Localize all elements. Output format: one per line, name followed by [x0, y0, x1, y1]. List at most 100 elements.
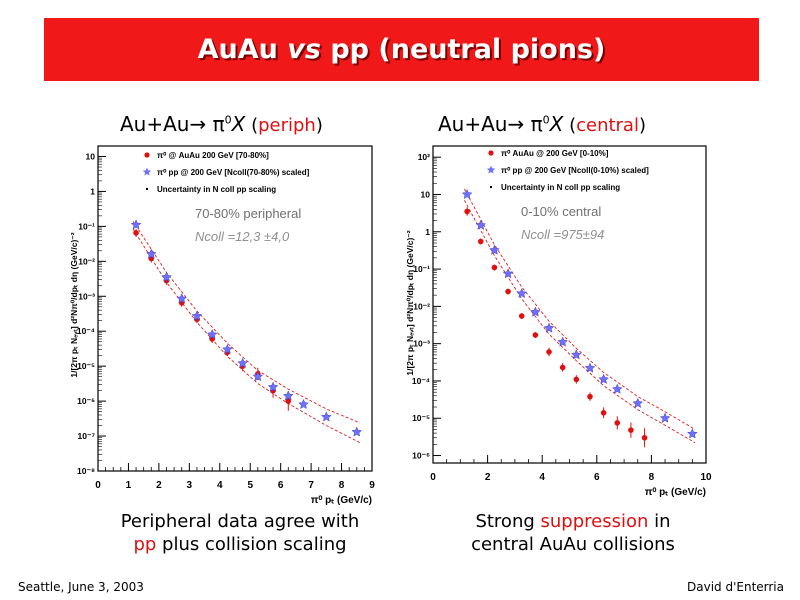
pp-data-point: [598, 373, 610, 385]
peripheral-spectrum-chart: 0 1 2 3 4 5 6 7 8 9 10⁻⁸ 10⁻⁷ 10⁻⁶ 10⁻⁵ 10⁻⁴ 10⁻³ 10⁻² 10…: [69, 145, 375, 505]
x-tick-label: 5: [247, 480, 253, 491]
auau-data-point: [573, 376, 580, 383]
auau-data-point: [518, 313, 525, 319]
x-tick-label: 6: [278, 480, 284, 491]
title-banner: AuAu vs pp (neutral pions): [44, 18, 759, 81]
y-tick-label: 10: [86, 151, 96, 161]
x-tick-label: 6: [594, 472, 600, 483]
auau-data-point: [559, 364, 566, 371]
x-tick-label: 2: [485, 472, 491, 483]
pp-data-point: [611, 383, 623, 394]
x-tick-label: 2: [156, 480, 162, 491]
footer-location-date: Seattle, June 3, 2003: [18, 580, 144, 594]
y-tick-label: 1: [90, 186, 95, 196]
pp-data-point: [659, 412, 671, 423]
legend-marker-pp: [486, 165, 496, 174]
band-lower-edge: [132, 228, 361, 444]
band-lower-edge: [464, 200, 696, 444]
legend-entry: Uncertainty in N coll pp scaling: [157, 185, 276, 194]
annotation-centrality: 0-10% central: [521, 204, 601, 219]
annotation-centrality: 70-80% peripheral: [195, 206, 301, 221]
y-tick-label: 10⁻³: [78, 291, 95, 301]
x-tick-label: 4: [217, 480, 223, 491]
x-tick-label: 3: [187, 480, 193, 491]
pp-data-point: [632, 397, 644, 409]
auau-data-point: [628, 427, 634, 433]
y-tick-label: 10⁻¹: [413, 264, 430, 274]
pp-data-point: [282, 390, 294, 401]
x-tick-label: 0: [95, 480, 101, 491]
legend-entry: π⁰ pp @ 200 GeV [Ncoll(0-10%) scaled]: [501, 166, 649, 175]
pp-data-point: [529, 306, 541, 317]
x-tick-label: 8: [649, 472, 655, 483]
x-tick-label: 7: [308, 480, 314, 491]
y-tick-label: 10⁻⁵: [412, 413, 430, 423]
pp-data-point: [543, 322, 555, 333]
pp-data-point: [321, 411, 332, 422]
legend-entry: π⁰ AuAu @ 200 GeV [0-10%]: [501, 149, 609, 158]
band-upper-edge: [464, 188, 696, 430]
panel-heading-central: Au+Au→ π0X (central): [438, 112, 646, 136]
y-tick-label: 10⁻²: [78, 256, 95, 266]
legend-marker-uncertainty: [490, 186, 492, 188]
auau-data-point: [600, 409, 607, 416]
legend-entry: π⁰ pp @ 200 GeV [Ncoll(70-80%) scaled]: [157, 168, 310, 177]
y-tick-label: 10⁻⁶: [77, 396, 95, 406]
pp-data-point: [489, 244, 500, 255]
auau-data-point: [641, 434, 648, 441]
pp-data-point: [161, 271, 172, 282]
y-axis-label: 1/[2π pₜ Nₑᵥₜ] d²Nπ⁰/dpₜ dη (GeV/c)⁻²: [405, 230, 415, 375]
pp-data-point: [584, 362, 596, 373]
legend-entry: π⁰ @ AuAu 200 GeV [70-80%]: [157, 151, 269, 160]
slide-title: AuAu vs pp (neutral pions): [197, 34, 606, 65]
pp-data-point: [461, 188, 473, 200]
auau-data-point: [505, 288, 511, 295]
pp-data-point: [475, 219, 487, 230]
x-tick-label: 4: [539, 472, 545, 483]
band-upper-edge: [132, 221, 360, 424]
x-tick-label: 8: [339, 480, 345, 491]
legend-marker-auau: [488, 150, 494, 156]
pp-data-point: [267, 381, 279, 392]
pp-data-point: [191, 310, 203, 321]
auau-data-point: [546, 349, 552, 355]
pp-data-point: [686, 428, 698, 439]
annotation-ncoll: Ncoll =975±94: [521, 227, 604, 242]
footer-author: David d'Enterria: [687, 580, 784, 594]
auau-data-point: [587, 393, 593, 400]
y-tick-label: 1: [425, 227, 430, 237]
pp-data-point: [221, 343, 233, 355]
x-tick-label: 10: [700, 472, 712, 483]
auau-data-point: [614, 420, 621, 426]
pp-data-point: [252, 371, 264, 382]
y-tick-label: 10²: [418, 152, 430, 162]
auau-data-point: [491, 264, 498, 271]
pp-data-point: [298, 398, 309, 410]
central-spectrum-chart: 0 2 4 6 8 10 10⁻⁶ 10⁻⁵ 10⁻⁴ 10⁻³ 10⁻² 10⁻¹ 1 10 10² π⁰ …: [405, 145, 712, 498]
y-tick-label: 10⁻²: [413, 301, 430, 311]
auau-data-point: [133, 230, 139, 236]
x-axis-label: π⁰ pₜ (GeV/c): [311, 495, 372, 505]
y-tick-label: 10⁻⁸: [77, 466, 95, 476]
pp-data-point: [351, 426, 363, 437]
y-tick-label: 10⁻⁴: [412, 376, 430, 386]
pp-data-point: [237, 357, 249, 368]
y-tick-label: 10⁻⁴: [77, 326, 95, 336]
y-tick-label: 10⁻⁶: [412, 451, 430, 461]
caption-peripheral: Peripheral data agree with pp plus colli…: [120, 511, 360, 555]
y-axis-label: 1/[2π pₜ Nₑᵥₜ] d²Nπ⁰/dpₜ dη (GeV/c)⁻²: [69, 232, 79, 377]
annotation-ncoll: Ncoll =12,3 ±4,0: [195, 229, 290, 244]
y-tick-label: 10⁻¹: [78, 221, 95, 231]
pp-data-point: [557, 336, 569, 347]
legend-entry: Uncertainty in N coll pp scaling: [501, 183, 620, 192]
x-axis-label: π⁰ pₜ (GeV/c): [645, 487, 706, 498]
x-tick-label: 1: [126, 480, 132, 491]
y-tick-label: 10⁻⁷: [78, 431, 96, 441]
y-tick-label: 10⁻³: [413, 339, 430, 349]
auau-data-point: [532, 332, 539, 338]
pp-data-point: [130, 219, 142, 230]
pp-data-point: [571, 349, 582, 360]
x-tick-label: 0: [430, 472, 436, 483]
caption-central: Strong suppression in central AuAu colli…: [471, 511, 675, 555]
x-tick-label: 9: [369, 480, 375, 491]
